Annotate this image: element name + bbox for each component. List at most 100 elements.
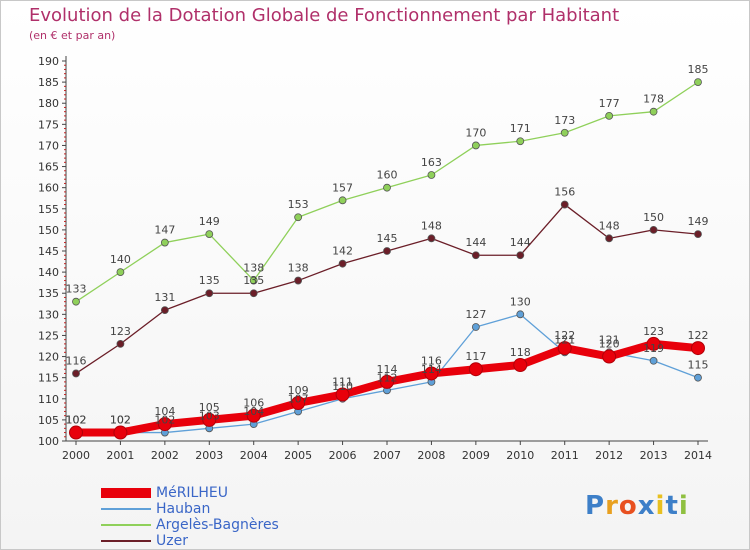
data-point-3 bbox=[383, 247, 391, 255]
data-label: 149 bbox=[199, 215, 220, 228]
data-label: 114 bbox=[421, 363, 442, 376]
data-point-3 bbox=[205, 289, 214, 298]
data-label: 102 bbox=[110, 414, 131, 427]
data-label: 144 bbox=[465, 236, 486, 249]
data-point-3 bbox=[649, 225, 658, 234]
x-tick-label: 2004 bbox=[240, 449, 268, 462]
data-point-3 bbox=[427, 234, 436, 243]
legend-label: Uzer bbox=[156, 533, 188, 549]
data-label: 148 bbox=[599, 219, 620, 232]
data-label: 121 bbox=[554, 333, 575, 346]
data-label: 115 bbox=[688, 359, 709, 372]
data-point-3 bbox=[160, 306, 169, 315]
data-label: 140 bbox=[110, 253, 131, 266]
x-tick-label: 2013 bbox=[640, 449, 668, 462]
data-label: 102 bbox=[66, 414, 87, 427]
x-tick-label: 2012 bbox=[595, 449, 623, 462]
data-label: 106 bbox=[243, 397, 264, 410]
x-tick-label: 2003 bbox=[195, 449, 223, 462]
y-tick-label: 110 bbox=[38, 393, 59, 406]
data-label: 160 bbox=[377, 169, 398, 182]
y-tick-label: 115 bbox=[38, 372, 59, 385]
legend-swatch bbox=[101, 540, 151, 542]
data-point-2 bbox=[605, 111, 614, 120]
data-point-0 bbox=[380, 374, 394, 389]
logo-letter: t bbox=[665, 491, 679, 521]
data-label: 120 bbox=[599, 338, 620, 351]
data-point-0 bbox=[646, 336, 661, 351]
data-label: 185 bbox=[688, 63, 709, 76]
data-point-0 bbox=[113, 425, 128, 440]
data-point-3 bbox=[516, 251, 525, 260]
data-point-2 bbox=[160, 238, 169, 247]
data-point-2 bbox=[72, 297, 80, 306]
data-point-1 bbox=[649, 356, 658, 365]
data-label: 116 bbox=[66, 354, 87, 367]
data-point-2 bbox=[427, 171, 436, 179]
legend-label: Hauban bbox=[156, 501, 211, 517]
y-tick-label: 100 bbox=[38, 435, 59, 448]
data-label: 149 bbox=[688, 215, 709, 228]
y-tick-label: 130 bbox=[38, 308, 59, 321]
data-point-3 bbox=[694, 230, 702, 239]
x-tick-label: 2002 bbox=[151, 449, 179, 462]
data-label: 150 bbox=[643, 211, 664, 224]
data-label: 170 bbox=[465, 126, 486, 139]
data-label: 102 bbox=[66, 414, 87, 427]
logo-letter: x bbox=[637, 491, 656, 521]
data-point-2 bbox=[649, 107, 658, 116]
data-point-2 bbox=[560, 128, 569, 137]
data-point-3 bbox=[605, 234, 614, 243]
legend-label: MéRILHEU bbox=[156, 485, 228, 501]
x-tick-label: 2008 bbox=[417, 449, 445, 462]
data-point-0 bbox=[424, 366, 439, 381]
data-label: 171 bbox=[510, 122, 531, 135]
y-tick-label: 120 bbox=[38, 351, 59, 364]
x-tick-label: 2010 bbox=[506, 449, 534, 462]
series-line-2 bbox=[75, 81, 699, 303]
x-tick-label: 2014 bbox=[684, 449, 712, 462]
legend-swatch bbox=[101, 488, 151, 498]
data-label: 156 bbox=[554, 186, 575, 199]
data-point-2 bbox=[249, 276, 258, 285]
chart-subtitle: (en € et par an) bbox=[29, 29, 116, 42]
data-label: 148 bbox=[421, 219, 442, 232]
data-point-3 bbox=[338, 259, 347, 268]
data-point-1 bbox=[694, 373, 702, 382]
x-tick-label: 2001 bbox=[106, 449, 134, 462]
data-label: 104 bbox=[154, 405, 175, 418]
data-label: 107 bbox=[288, 392, 309, 405]
data-point-2 bbox=[516, 137, 525, 146]
data-point-0 bbox=[69, 425, 83, 440]
data-point-2 bbox=[383, 183, 391, 192]
logo-letter: P bbox=[585, 491, 606, 521]
y-tick-label: 190 bbox=[38, 55, 59, 68]
data-point-3 bbox=[294, 276, 303, 285]
data-point-3 bbox=[72, 369, 80, 378]
data-label: 177 bbox=[599, 97, 620, 110]
data-label: 102 bbox=[154, 414, 175, 427]
y-tick-label: 185 bbox=[38, 76, 59, 89]
x-tick-label: 2005 bbox=[284, 449, 312, 462]
data-label: 112 bbox=[377, 371, 398, 384]
data-label: 102 bbox=[110, 414, 131, 427]
data-point-2 bbox=[116, 268, 125, 277]
legend-swatch bbox=[101, 508, 151, 510]
data-label: 118 bbox=[510, 346, 531, 359]
data-label: 123 bbox=[110, 325, 131, 338]
x-tick-label: 2006 bbox=[329, 449, 357, 462]
y-tick-label: 165 bbox=[38, 161, 59, 174]
data-point-1 bbox=[471, 323, 480, 331]
x-tick-label: 2000 bbox=[62, 449, 90, 462]
data-label: 104 bbox=[243, 405, 264, 418]
y-tick-label: 160 bbox=[38, 182, 59, 195]
y-tick-label: 180 bbox=[38, 97, 59, 110]
data-point-0 bbox=[468, 362, 483, 377]
logo-letter: i bbox=[655, 491, 666, 521]
chart-title: Evolution de la Dotation Globale de Fonc… bbox=[29, 5, 620, 26]
data-label: 144 bbox=[510, 236, 531, 249]
data-label: 121 bbox=[599, 333, 620, 346]
logo-letter: o bbox=[618, 491, 638, 521]
